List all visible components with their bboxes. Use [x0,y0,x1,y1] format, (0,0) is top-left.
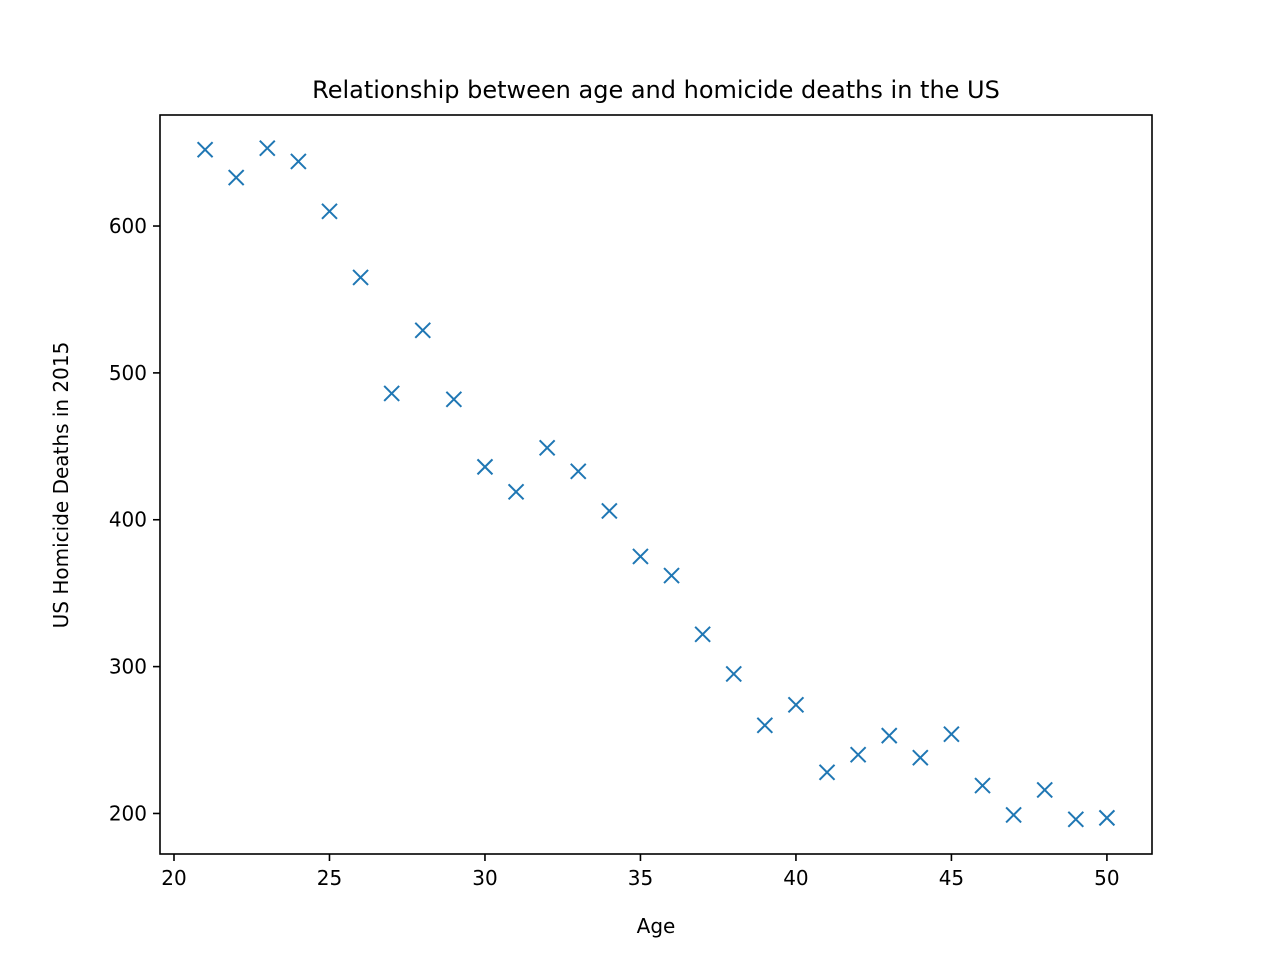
plot-frame [159,114,1153,855]
data-point [663,567,680,584]
data-point [818,764,836,781]
data-point [538,439,556,456]
data-point [974,777,991,794]
y-axis-label: US Homicide Deaths in 2015 [49,342,73,629]
axis-ticks: 20 25 30 35 40 45 50 200 300 400 500 600 [109,214,1120,890]
y-tick-label: 200 [109,801,147,825]
x-tick-label: 20 [161,866,186,890]
chart-title: Relationship between age and homicide de… [312,76,1000,104]
data-point [196,141,214,158]
data-point [787,696,805,713]
x-tick-label: 30 [472,866,497,890]
data-point [849,746,867,763]
data-point [570,463,587,480]
data-point [1067,811,1085,828]
data-point [601,502,618,520]
data-point [756,717,774,734]
y-tick-label: 600 [109,214,147,238]
x-tick-label: 45 [939,866,964,890]
y-tick-label: 300 [109,655,147,679]
data-point [943,725,960,743]
y-tick-label: 500 [109,361,147,385]
data-point [881,727,898,744]
x-tick-label: 35 [628,866,653,890]
data-point [1098,809,1116,827]
data-point [912,749,929,766]
data-point [383,385,400,402]
data-point [414,322,431,339]
data-point [632,548,649,565]
x-axis-label: Age [637,914,676,938]
data-point [476,458,494,476]
data-point [227,169,245,186]
x-tick-label: 50 [1094,866,1119,890]
data-point [290,153,307,170]
data-point [352,269,369,286]
x-tick-label: 40 [783,866,808,890]
data-point [725,665,742,683]
data-point [507,483,525,501]
data-point [1036,781,1053,799]
data-points [196,139,1116,828]
x-tick-label: 25 [317,866,342,890]
y-tick-label: 400 [109,508,147,532]
data-point [259,139,276,157]
data-point [1005,806,1022,824]
data-point [694,626,711,643]
data-point [321,203,338,220]
data-point [445,391,463,408]
